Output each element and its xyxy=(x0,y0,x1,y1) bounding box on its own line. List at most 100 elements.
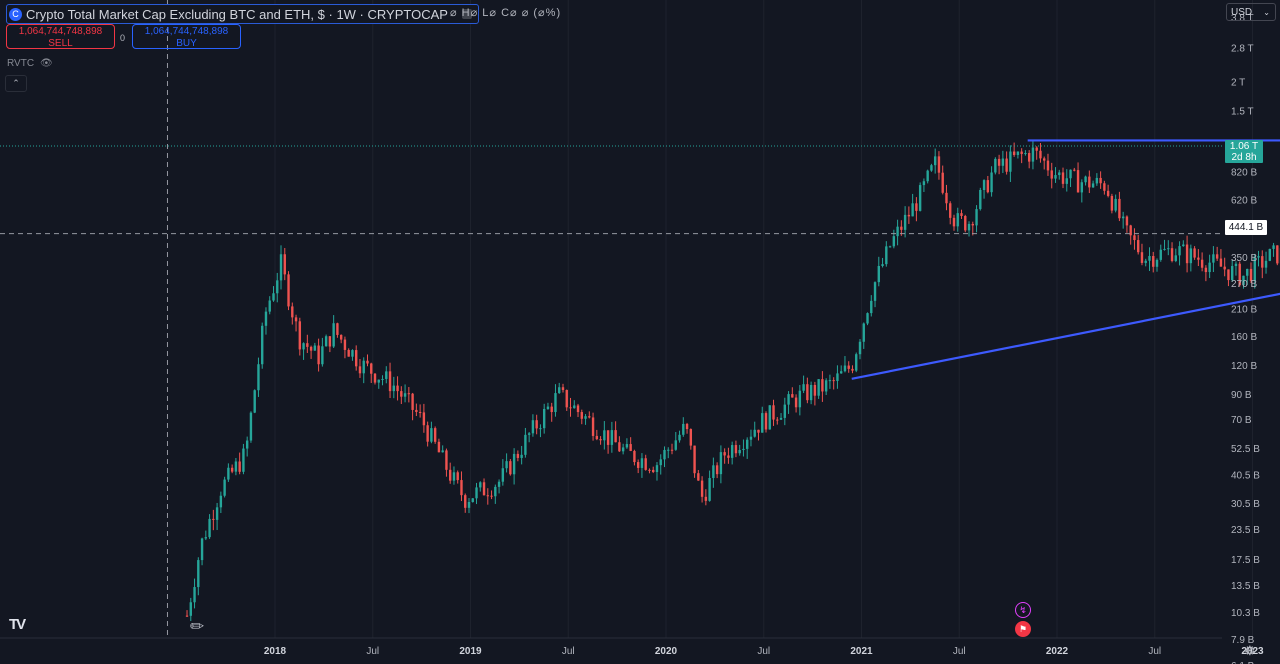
candle xyxy=(1058,169,1061,180)
candle xyxy=(723,448,726,464)
candle xyxy=(749,429,753,447)
y-tick-label: 160 B xyxy=(1231,332,1257,343)
candle xyxy=(411,392,414,421)
candle xyxy=(1234,261,1238,276)
chart-grid xyxy=(274,0,1253,638)
time-axis[interactable]: 2018Jul2019Jul2020Jul2021Jul2022Jul2023J… xyxy=(0,637,1280,657)
collapse-legend-button[interactable]: ⌃ xyxy=(5,75,27,92)
candle xyxy=(407,387,411,403)
last-price-value: 1.06 T xyxy=(1229,141,1259,152)
compare-square-icon[interactable] xyxy=(461,9,472,19)
candle xyxy=(644,454,647,471)
buy-button[interactable]: 1,064,744,748,898 BUY xyxy=(132,24,241,49)
eye-icon[interactable]: 👁 xyxy=(40,58,53,69)
buy-label: BUY xyxy=(176,38,197,49)
price-axis[interactable]: 3.8 T 2.8 T 2 T 1.5 T 820 B 620 B 350 B 270 B 21… xyxy=(1231,13,1260,664)
candle xyxy=(482,478,486,496)
currency-select[interactable]: USD ⌄ xyxy=(1226,3,1276,21)
lightning-event-icon[interactable]: ↯ xyxy=(1015,602,1031,618)
candle xyxy=(1118,191,1121,222)
candle xyxy=(1238,261,1241,287)
sell-button[interactable]: 1,064,744,748,898 SELL xyxy=(6,24,115,49)
candle xyxy=(497,479,501,494)
candle xyxy=(907,206,911,224)
candle xyxy=(452,466,456,485)
candle xyxy=(1200,252,1204,272)
us-flag-event-icon[interactable]: ⚑ xyxy=(1015,621,1031,637)
candle xyxy=(967,221,971,237)
sell-label: SELL xyxy=(48,38,73,49)
candle xyxy=(415,403,418,417)
candle xyxy=(1155,258,1159,272)
y-tick-label: 3.8 T xyxy=(1231,13,1254,24)
candle xyxy=(1253,253,1256,289)
candle xyxy=(903,206,907,238)
candle xyxy=(610,421,614,453)
candle xyxy=(960,209,963,219)
candle xyxy=(542,403,546,434)
candle xyxy=(1264,251,1268,274)
candle xyxy=(197,557,200,596)
y-tick-label: 6.1 B xyxy=(1231,661,1255,664)
candle xyxy=(941,165,944,195)
candle xyxy=(1170,242,1174,263)
candle xyxy=(445,448,448,477)
candle xyxy=(1197,249,1200,267)
candle xyxy=(603,421,606,450)
x-tick-label: Jul xyxy=(366,646,379,657)
candle xyxy=(554,384,557,417)
candle xyxy=(670,443,674,455)
candle xyxy=(1114,194,1117,213)
candle xyxy=(704,489,708,506)
candle xyxy=(516,450,520,462)
candle xyxy=(1027,150,1031,169)
candle xyxy=(475,482,478,505)
symbol-header[interactable]: C Crypto Total Market Cap Excluding BTC … xyxy=(6,4,479,24)
x-tick-label: Jul xyxy=(953,646,966,657)
candle xyxy=(208,514,211,539)
candle xyxy=(291,302,294,325)
candle xyxy=(588,411,591,419)
candle xyxy=(539,424,542,438)
candle xyxy=(238,452,241,475)
candle xyxy=(798,385,802,416)
candle xyxy=(1152,251,1155,273)
candle xyxy=(422,403,426,433)
candle xyxy=(430,421,433,444)
candle xyxy=(569,397,572,417)
candle xyxy=(377,379,380,389)
candle xyxy=(298,317,302,356)
candle xyxy=(268,296,271,315)
candle xyxy=(674,431,677,451)
cryptocap-icon: C xyxy=(9,7,22,21)
candle xyxy=(885,241,888,267)
candle xyxy=(1159,244,1162,262)
candle xyxy=(505,453,508,473)
indicator-legend[interactable]: RVTC 👁 xyxy=(7,58,53,69)
candle xyxy=(1148,247,1151,271)
candle xyxy=(193,578,196,609)
candle xyxy=(663,446,666,468)
candles xyxy=(185,140,1280,622)
candle xyxy=(689,428,693,450)
y-tick-label: 1.5 T xyxy=(1231,107,1254,118)
tradingview-logo-icon[interactable]: TV xyxy=(9,616,26,633)
candle xyxy=(317,338,320,372)
gear-icon[interactable]: ⚙ xyxy=(1244,643,1256,658)
candle xyxy=(276,272,279,303)
bar-countdown: 2d 8h xyxy=(1231,152,1257,163)
candle xyxy=(715,462,719,479)
candle xyxy=(309,345,313,359)
y-tick-label: 90 B xyxy=(1231,390,1252,401)
candle xyxy=(279,245,283,290)
y-tick-label: 70 B xyxy=(1231,415,1252,426)
candle xyxy=(366,354,369,367)
candle xyxy=(381,375,384,386)
candle xyxy=(1212,246,1215,273)
candle xyxy=(355,345,358,371)
candle xyxy=(558,382,561,394)
candle xyxy=(272,286,275,302)
dino-icon[interactable]: ✏ xyxy=(190,617,205,636)
candle xyxy=(685,422,689,434)
